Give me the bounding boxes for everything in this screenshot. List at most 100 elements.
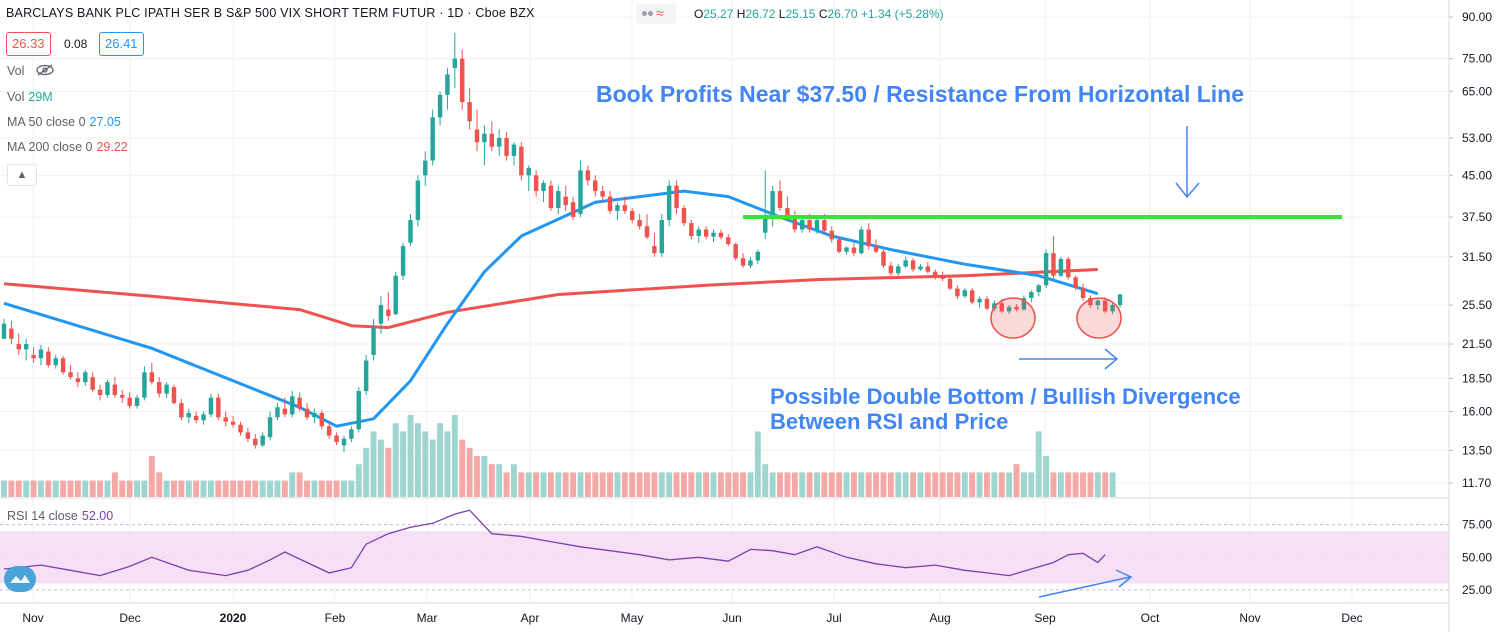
vol-hidden-legend[interactable]: Vol xyxy=(7,64,54,79)
y-tick-label: 25.50 xyxy=(1462,298,1492,312)
volume-legend[interactable]: Vol 29M xyxy=(7,90,53,104)
candle-body xyxy=(711,232,716,237)
volume-bar xyxy=(407,415,414,497)
candle-body xyxy=(622,205,628,211)
candle-body xyxy=(969,290,975,303)
volume-bar xyxy=(777,472,783,497)
volume-bar xyxy=(984,472,990,497)
volume-bar xyxy=(1087,472,1094,497)
x-tick-label: Nov xyxy=(22,611,43,625)
volume-bar xyxy=(710,472,717,497)
x-tick-label: Jun xyxy=(722,611,741,625)
candle-body xyxy=(822,220,827,231)
x-tick-label: Jul xyxy=(826,611,841,625)
volume-bar xyxy=(318,480,325,497)
candle-body xyxy=(83,372,88,383)
candle-body xyxy=(275,407,280,418)
volume-bar xyxy=(806,472,813,497)
candle-body xyxy=(216,397,221,418)
volume-bar xyxy=(156,472,163,497)
candle-body xyxy=(585,170,591,181)
y-tick-label: 11.70 xyxy=(1462,476,1491,490)
candle-body xyxy=(1,323,7,339)
eye-hidden-icon[interactable] xyxy=(36,64,54,79)
candle-body xyxy=(60,358,66,373)
volume-bar xyxy=(1094,472,1101,497)
candle-body xyxy=(548,185,554,209)
volume-bar xyxy=(614,472,621,497)
bid-price-box[interactable]: 26.33 xyxy=(6,32,51,56)
candle-body xyxy=(9,328,14,339)
candle-body xyxy=(681,208,687,224)
candle-body xyxy=(356,391,361,430)
candle-body xyxy=(297,397,302,409)
volume-bar xyxy=(577,472,584,497)
candle-body xyxy=(556,191,561,209)
volume-bar xyxy=(141,480,148,497)
volume-bar xyxy=(784,472,791,497)
volume-bar xyxy=(481,456,488,497)
volume-bar xyxy=(52,480,59,497)
candle-body xyxy=(533,175,539,192)
volume-bar xyxy=(636,472,643,497)
volume-bar xyxy=(15,480,22,497)
volume-bar xyxy=(725,472,732,497)
volume-bar xyxy=(584,472,591,497)
volume-bar xyxy=(666,472,673,497)
rsi-tick-label: 25.00 xyxy=(1462,583,1492,597)
ma200-legend[interactable]: MA 200 close 0 29.22 xyxy=(7,140,128,154)
y-tick-label: 21.50 xyxy=(1462,337,1492,351)
candle-body xyxy=(31,354,36,359)
flag-button[interactable]: ≈ xyxy=(636,4,676,24)
volume-bar xyxy=(828,472,835,497)
flag-dot-icon xyxy=(642,11,647,16)
tradingview-logo[interactable] xyxy=(4,566,36,592)
volume-bar xyxy=(961,472,968,497)
rsi-tick-label: 75.00 xyxy=(1462,518,1492,532)
x-tick-label: Sep xyxy=(1034,611,1056,625)
double-bottom-circle-2 xyxy=(1076,297,1122,339)
volume-bar xyxy=(230,480,237,497)
x-tick-label: Nov xyxy=(1239,611,1260,625)
volume-bar xyxy=(200,480,207,497)
candle-body xyxy=(1051,253,1056,276)
candle-body xyxy=(999,303,1004,312)
rsi-arrow xyxy=(1038,569,1133,598)
volume-bar xyxy=(629,472,636,497)
candle-body xyxy=(149,372,155,383)
candle-body xyxy=(770,191,775,217)
volume-bar xyxy=(126,480,133,497)
candle-body xyxy=(156,382,162,394)
candle-body xyxy=(703,229,709,237)
volume-bar xyxy=(799,472,806,497)
volume-bar xyxy=(429,439,436,497)
volume-bar xyxy=(392,423,399,497)
volume-bar xyxy=(1006,472,1013,497)
candle-body xyxy=(519,146,524,176)
candle-body xyxy=(888,265,894,274)
volume-bar xyxy=(355,464,362,497)
candle-body xyxy=(430,117,435,161)
rsi-legend[interactable]: RSI 14 close 52.00 xyxy=(7,509,114,523)
candle-body xyxy=(253,438,258,446)
volume-bar xyxy=(400,431,407,497)
candle-body xyxy=(689,223,694,237)
volume-bar xyxy=(976,472,983,497)
ma50-legend[interactable]: MA 50 close 0 27.05 xyxy=(7,115,121,129)
candle-body xyxy=(593,180,598,192)
candle-body xyxy=(1103,300,1108,312)
volume-bar xyxy=(207,480,214,497)
volume-bar xyxy=(222,480,229,497)
candle-body xyxy=(866,229,871,247)
symbol-title[interactable]: BARCLAYS BANK PLC IPATH SER B S&P 500 VI… xyxy=(6,6,535,20)
ask-price-box[interactable]: 26.41 xyxy=(99,32,144,56)
candle-body xyxy=(201,414,206,421)
volume-bar xyxy=(969,472,976,497)
candle-body xyxy=(962,290,968,297)
collapse-legend-button[interactable]: ▲ xyxy=(7,164,37,186)
candle-body xyxy=(334,435,339,443)
candle-body xyxy=(644,226,650,238)
volume-bar xyxy=(644,472,650,497)
